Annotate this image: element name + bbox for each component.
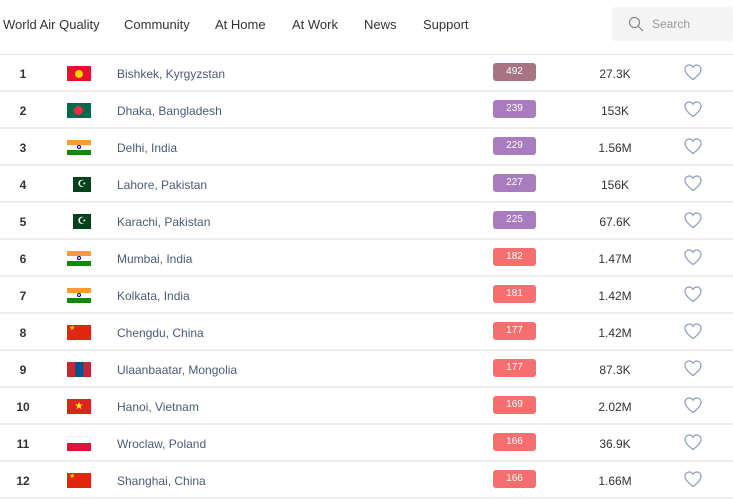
table-row[interactable]: 12 ★ Shanghai, China 166 1.66M xyxy=(0,462,733,499)
table-row[interactable]: 6 Mumbai, India 182 1.47M xyxy=(0,240,733,277)
heart-icon[interactable] xyxy=(684,397,702,414)
table-row[interactable]: 11 Wroclaw, Poland 166 36.9K xyxy=(0,425,733,462)
nav-community[interactable]: Community xyxy=(124,17,190,32)
heart-icon[interactable] xyxy=(684,212,702,229)
city-link[interactable]: Wroclaw, Poland xyxy=(117,437,207,451)
city-link[interactable]: Mumbai, India xyxy=(117,252,193,266)
city-link[interactable]: Chengdu, China xyxy=(117,326,204,340)
table-row[interactable]: 9 Ulaanbaatar, Mongolia 177 87.3K xyxy=(0,351,733,388)
city-link[interactable]: Kolkata, India xyxy=(117,289,190,303)
nav-support[interactable]: Support xyxy=(423,17,469,32)
aqi-badge: 229 xyxy=(493,137,536,155)
flag-bd-icon xyxy=(67,103,91,118)
followers-count: 156K xyxy=(600,178,630,192)
aqi-badge: 492 xyxy=(493,63,536,81)
aqi-badge: 166 xyxy=(493,433,536,451)
heart-icon[interactable] xyxy=(684,286,702,303)
followers-count: 1.66M xyxy=(598,474,632,488)
city-link[interactable]: Karachi, Pakistan xyxy=(117,215,211,229)
city-link[interactable]: Bishkek, Kyrgyzstan xyxy=(117,67,226,81)
rank: 7 xyxy=(19,289,27,303)
flag-kg-icon xyxy=(67,66,91,81)
table-row[interactable]: 5 ☪ Karachi, Pakistan 225 67.6K xyxy=(0,203,733,240)
rank: 3 xyxy=(19,141,27,155)
flag-mn-icon xyxy=(67,362,91,377)
aqi-badge: 225 xyxy=(493,211,536,229)
flag-pk-icon: ☪ xyxy=(67,214,91,229)
followers-count: 1.56M xyxy=(598,141,632,155)
city-link[interactable]: Delhi, India xyxy=(117,141,178,155)
aqi-badge: 181 xyxy=(493,285,536,303)
heart-icon[interactable] xyxy=(684,64,702,81)
heart-icon[interactable] xyxy=(684,471,702,488)
followers-count: 36.9K xyxy=(599,437,631,451)
flag-vn-icon: ★ xyxy=(67,399,91,414)
followers-count: 67.6K xyxy=(599,215,631,229)
followers-count: 27.3K xyxy=(599,67,631,81)
followers-count: 87.3K xyxy=(599,363,631,377)
table-row[interactable]: 10 ★ Hanoi, Vietnam 169 2.02M xyxy=(0,388,733,425)
table-row[interactable]: 1 Bishkek, Kyrgyzstan 492 27.3K xyxy=(0,55,733,92)
followers-count: 2.02M xyxy=(598,400,632,414)
city-link[interactable]: Hanoi, Vietnam xyxy=(117,400,199,414)
rank: 1 xyxy=(19,67,27,81)
nav-at-home[interactable]: At Home xyxy=(215,17,266,32)
top-nav: World Air Quality Community At Home At W… xyxy=(0,0,733,55)
flag-pk-icon: ☪ xyxy=(67,177,91,192)
heart-icon[interactable] xyxy=(684,175,702,192)
city-link[interactable]: Shanghai, China xyxy=(117,474,206,488)
aqi-badge: 239 xyxy=(493,100,536,118)
nav-at-work[interactable]: At Work xyxy=(292,17,338,32)
aqi-badge: 177 xyxy=(493,359,536,377)
search-placeholder: Search xyxy=(652,17,691,31)
rank: 11 xyxy=(16,437,30,451)
table-row[interactable]: 2 Dhaka, Bangladesh 239 153K xyxy=(0,92,733,129)
aqi-badge: 169 xyxy=(493,396,536,414)
flag-in-icon xyxy=(67,251,91,266)
rank: 10 xyxy=(16,400,30,414)
city-link[interactable]: Lahore, Pakistan xyxy=(117,178,208,192)
rank: 9 xyxy=(19,363,27,377)
rank: 6 xyxy=(19,252,27,266)
flag-cn-icon: ★ xyxy=(67,325,91,340)
aqi-badge: 166 xyxy=(493,470,536,488)
flag-pl-icon xyxy=(67,436,91,451)
rank: 5 xyxy=(19,215,27,229)
heart-icon[interactable] xyxy=(684,101,702,118)
flag-cn-icon: ★ xyxy=(67,473,91,488)
rank: 2 xyxy=(19,104,27,118)
heart-icon[interactable] xyxy=(684,249,702,266)
table-row[interactable]: 3 Delhi, India 229 1.56M xyxy=(0,129,733,166)
search-icon xyxy=(628,16,644,32)
heart-icon[interactable] xyxy=(684,323,702,340)
followers-count: 153K xyxy=(600,104,630,118)
heart-icon[interactable] xyxy=(684,360,702,377)
rank: 4 xyxy=(19,178,27,192)
followers-count: 1.42M xyxy=(598,326,632,340)
table-row[interactable]: 7 Kolkata, India 181 1.42M xyxy=(0,277,733,314)
city-link[interactable]: Ulaanbaatar, Mongolia xyxy=(117,363,238,377)
brand-link[interactable]: World Air Quality xyxy=(3,17,100,32)
rank: 8 xyxy=(19,326,27,340)
flag-in-icon xyxy=(67,140,91,155)
aqi-badge: 177 xyxy=(493,322,536,340)
nav-news[interactable]: News xyxy=(364,17,397,32)
table-row[interactable]: 4 ☪ Lahore, Pakistan 227 156K xyxy=(0,166,733,203)
heart-icon[interactable] xyxy=(684,434,702,451)
heart-icon[interactable] xyxy=(684,138,702,155)
followers-count: 1.47M xyxy=(598,252,632,266)
rank: 12 xyxy=(16,474,30,488)
city-link[interactable]: Dhaka, Bangladesh xyxy=(117,104,222,118)
aqi-badge: 182 xyxy=(493,248,536,266)
flag-in-icon xyxy=(67,288,91,303)
aqi-badge: 227 xyxy=(493,174,536,192)
search-input[interactable]: Search xyxy=(612,7,733,41)
followers-count: 1.42M xyxy=(598,289,632,303)
city-ranking-list: 1 Bishkek, Kyrgyzstan 492 27.3K 2 Dhaka,… xyxy=(0,55,733,499)
table-row[interactable]: 8 ★ Chengdu, China 177 1.42M xyxy=(0,314,733,351)
